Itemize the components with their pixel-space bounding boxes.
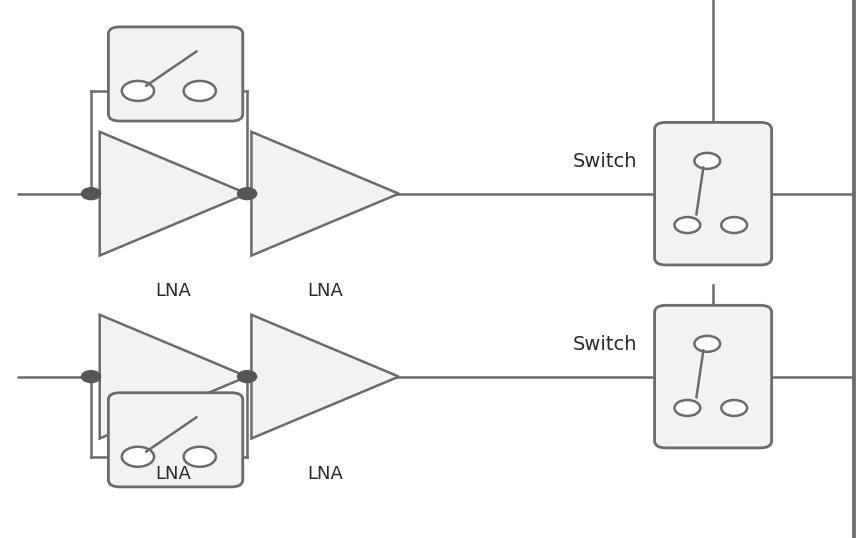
Text: Switch: Switch bbox=[573, 152, 637, 171]
Circle shape bbox=[721, 217, 747, 233]
Circle shape bbox=[81, 188, 101, 200]
Circle shape bbox=[675, 217, 701, 233]
Circle shape bbox=[721, 400, 747, 416]
Circle shape bbox=[238, 371, 257, 383]
Circle shape bbox=[121, 81, 154, 101]
FancyBboxPatch shape bbox=[108, 393, 243, 487]
Circle shape bbox=[184, 81, 216, 101]
Circle shape bbox=[675, 400, 701, 416]
Circle shape bbox=[694, 153, 720, 169]
FancyBboxPatch shape bbox=[655, 123, 772, 265]
Text: LNA: LNA bbox=[307, 282, 343, 300]
Polygon shape bbox=[100, 315, 247, 438]
Circle shape bbox=[694, 336, 720, 352]
Polygon shape bbox=[251, 132, 399, 256]
Text: LNA: LNA bbox=[307, 465, 343, 483]
FancyBboxPatch shape bbox=[655, 306, 772, 448]
Text: LNA: LNA bbox=[155, 282, 192, 300]
Circle shape bbox=[184, 447, 216, 467]
Text: Switch: Switch bbox=[573, 335, 637, 354]
FancyBboxPatch shape bbox=[108, 27, 243, 121]
Polygon shape bbox=[251, 315, 399, 438]
Text: LNA: LNA bbox=[155, 465, 192, 483]
Circle shape bbox=[81, 371, 101, 383]
Polygon shape bbox=[100, 132, 247, 256]
Circle shape bbox=[121, 447, 154, 467]
Circle shape bbox=[238, 188, 257, 200]
